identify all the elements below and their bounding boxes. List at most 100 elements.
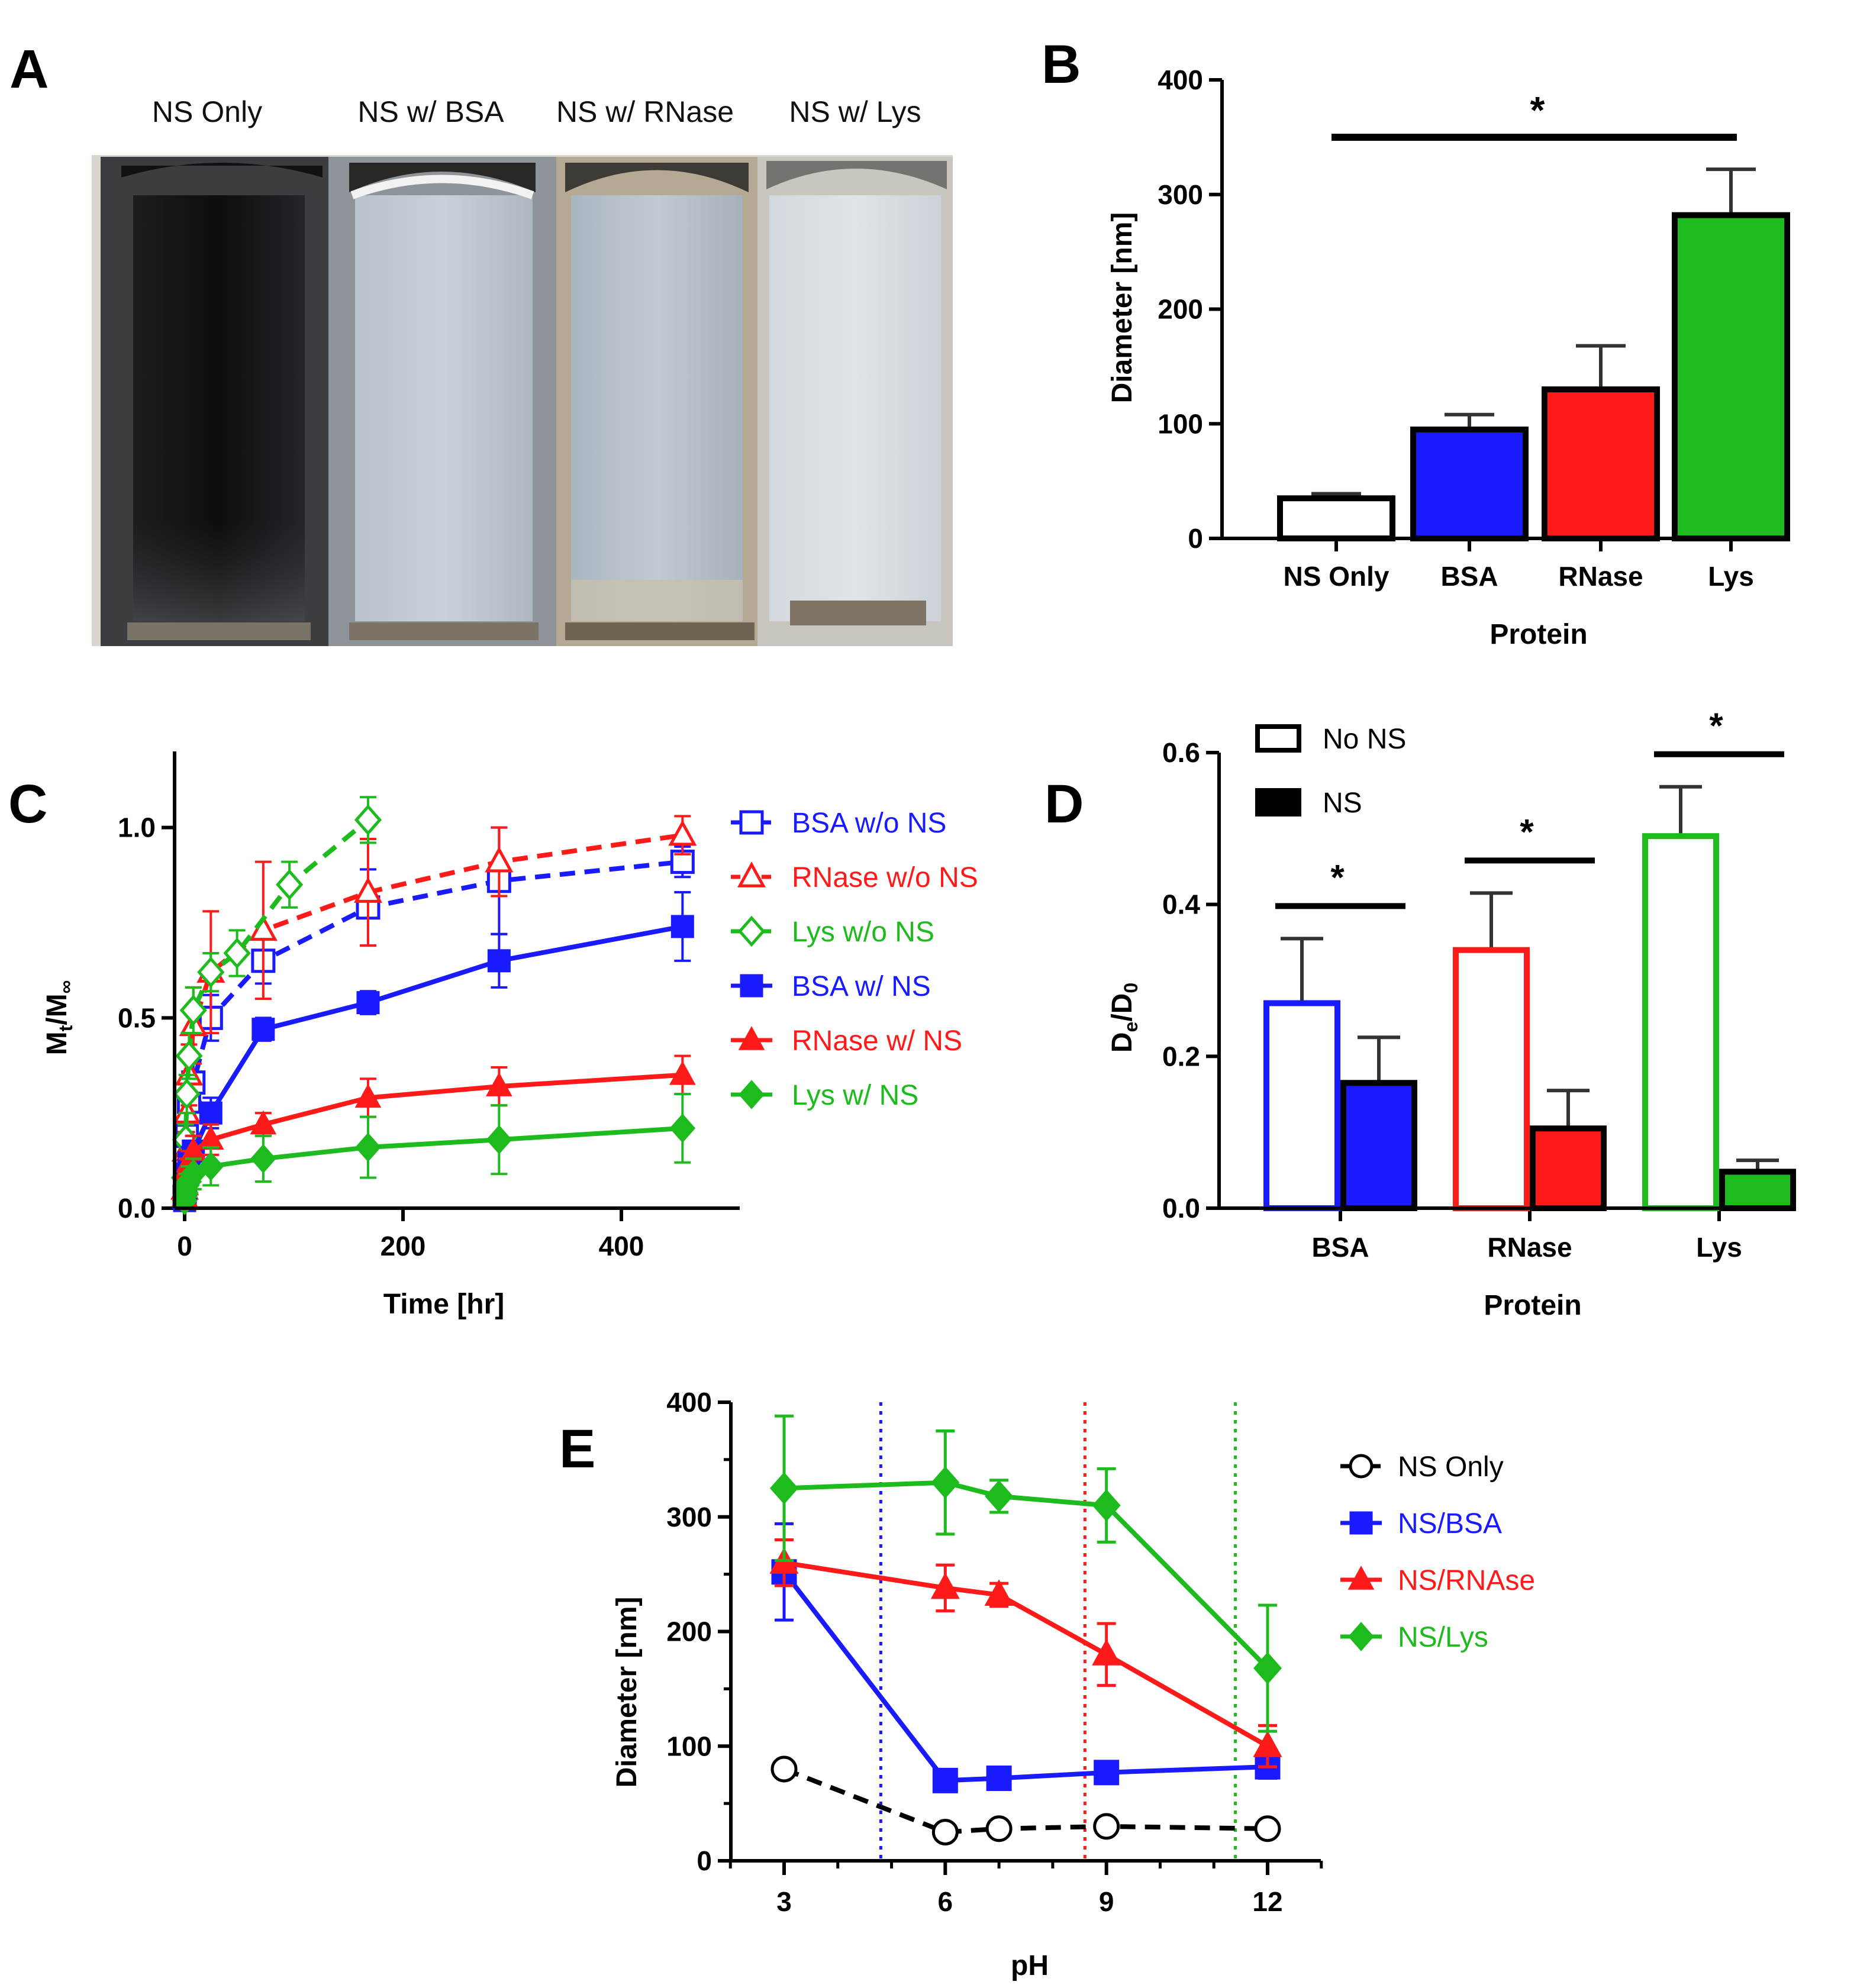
- chart-c-ylabel-mid: /M: [41, 993, 73, 1025]
- caption-ns-only: NS Only: [152, 95, 262, 128]
- chart-c-point: [487, 949, 511, 973]
- chart-b-bar: [1277, 495, 1395, 541]
- chart-d-ytick-label: 0.0: [1162, 1193, 1200, 1224]
- chart-e-legend-marker: [1347, 1566, 1375, 1590]
- chart-e-point: [1092, 1489, 1121, 1522]
- chart-d-ytick-label: 0.2: [1162, 1041, 1200, 1072]
- chart-c-legend-item: BSA w/o NS: [731, 808, 946, 839]
- chart-b-xlabel: Protein: [1490, 619, 1587, 650]
- chart-c-point: [252, 1018, 275, 1041]
- chart-c-point: [175, 1040, 203, 1072]
- chart-e-series-0: [770, 1755, 1281, 1846]
- chart-d-ylabel-mid: /D: [1107, 993, 1138, 1022]
- chart-c-point: [668, 819, 697, 846]
- vial-ns-only: [101, 157, 328, 646]
- chart-c-xtick-label: 200: [381, 1231, 426, 1261]
- panel-e-label: E: [559, 1419, 595, 1479]
- panel-e: E Diameter [nm] pH 0 100 200 300 400 3 6 9 12 NS…: [559, 1387, 1535, 1981]
- chart-e-point: [985, 1815, 1013, 1842]
- chart-c-point: [486, 1072, 512, 1096]
- chart-d-legend-item: No NS: [1255, 724, 1406, 755]
- chart-e-point: [931, 1466, 960, 1499]
- chart-c-ytick-label: 1.0: [118, 812, 156, 843]
- vial-ns-bsa: [328, 157, 556, 646]
- chart-e-series-1: [771, 1522, 1281, 1793]
- chart-e-xtick-label: 12: [1252, 1886, 1282, 1917]
- chart-d-significance-star: *: [1330, 857, 1345, 897]
- chart-c-xtick-label: 400: [599, 1231, 644, 1261]
- chart-e-xlabel: pH: [1011, 1950, 1049, 1981]
- chart-c-point: [223, 937, 251, 969]
- chart-d-legend-label: No NS: [1323, 724, 1406, 755]
- chart-d-xtick-label: Lys: [1696, 1232, 1742, 1263]
- chart-e-point: [1094, 1760, 1120, 1786]
- panel-c-label: C: [8, 774, 47, 834]
- chart-e-point: [930, 1572, 960, 1599]
- chart-e-legend-label: NS/BSA: [1398, 1508, 1502, 1540]
- chart-d-bar-no-ns: [1642, 833, 1719, 1211]
- chart-e-ytick-label: 100: [666, 1731, 712, 1761]
- chart-e-xtick-label: 9: [1099, 1886, 1114, 1917]
- chart-d-xtick-label: BSA: [1311, 1232, 1369, 1263]
- chart-c-xtick-label: 0: [177, 1231, 192, 1261]
- chart-c-legend-marker: [738, 1026, 765, 1050]
- chart-c-legend-item: Lys w/o NS: [731, 915, 934, 948]
- chart-c-legend-label: BSA w/ NS: [792, 971, 931, 1002]
- chart-b-xtick-label: Lys: [1708, 561, 1754, 592]
- chart-c-legend-marker: [737, 915, 766, 947]
- chart-e-point: [1092, 1639, 1121, 1666]
- chart-e-legend-marker: [1348, 1622, 1374, 1651]
- chart-c-point: [669, 1061, 696, 1085]
- chart-c-legend-item: RNase w/ NS: [731, 1025, 962, 1057]
- chart-e-ylabel: Diameter [nm]: [611, 1597, 643, 1788]
- chart-c-point: [250, 1144, 276, 1174]
- chart-c-point: [198, 1151, 224, 1182]
- chart-e-point: [1254, 1815, 1281, 1842]
- chart-c-ytick-label: 0.5: [118, 1002, 156, 1033]
- chart-e-series-3: [770, 1414, 1282, 1733]
- chart-b-ytick-label: 400: [1158, 64, 1203, 95]
- vial-ns-lys: [757, 157, 953, 646]
- vial-ns-rnase: [556, 157, 757, 646]
- chart-c-legend-marker: [739, 1080, 765, 1109]
- chart-c-point: [353, 877, 382, 903]
- panel-a: A NS Only NS w/ BSA NS w/ RNase NS w/ Ly…: [9, 39, 953, 646]
- chart-e-legend-label: NS Only: [1398, 1451, 1504, 1483]
- chart-c-ytick-label: 0.0: [118, 1193, 156, 1224]
- chart-e-point: [932, 1767, 958, 1793]
- chart-b-significance-star: *: [1530, 89, 1545, 131]
- chart-c-point: [354, 1083, 382, 1108]
- chart-d-bar-ns: [1340, 1080, 1417, 1211]
- chart-c-legend-label: RNase w/ NS: [792, 1025, 962, 1057]
- chart-c-ylabel: Mt/M∞: [41, 980, 76, 1056]
- chart-d-legend-swatch: [1255, 724, 1301, 753]
- chart-d-bar-no-ns: [1453, 947, 1530, 1211]
- chart-c-legend-item: Lys w/ NS: [731, 1080, 918, 1111]
- caption-ns-rnase: NS w/ RNase: [556, 95, 734, 128]
- chart-c-point: [486, 1125, 512, 1154]
- chart-e-ytick-label: 300: [666, 1502, 712, 1532]
- chart-e-point: [986, 1766, 1012, 1791]
- vial-photo: [92, 155, 953, 646]
- chart-c-legend-label: Lys w/o NS: [792, 916, 934, 948]
- chart-d-bar-ns: [1719, 1169, 1796, 1212]
- chart-c-point: [485, 846, 514, 873]
- chart-d-legend-item: NS: [1255, 788, 1362, 819]
- chart-d-ytick-label: 0.4: [1162, 889, 1200, 920]
- chart-e-legend-label: NS/RNAse: [1398, 1565, 1535, 1596]
- panel-b: B Diameter [nm] Protein 0 100 200 300 400 NS …: [1042, 34, 1790, 650]
- chart-c-legend-item: BSA w/ NS: [731, 971, 931, 1002]
- chart-c-legend-marker: [737, 861, 766, 888]
- chart-e-legend-marker: [1349, 1454, 1374, 1479]
- chart-c-point: [669, 1114, 696, 1143]
- chart-d-ylabel-sub2: 0: [1120, 983, 1142, 993]
- chart-e-point: [770, 1472, 798, 1505]
- chart-b-xtick-label: RNase: [1558, 561, 1643, 592]
- chart-b-bar: [1410, 426, 1529, 541]
- chart-c-point: [355, 1132, 381, 1162]
- caption-ns-lys: NS w/ Lys: [789, 95, 921, 128]
- chart-c-legend-item: RNase w/o NS: [731, 861, 978, 893]
- chart-e-point: [1253, 1652, 1282, 1684]
